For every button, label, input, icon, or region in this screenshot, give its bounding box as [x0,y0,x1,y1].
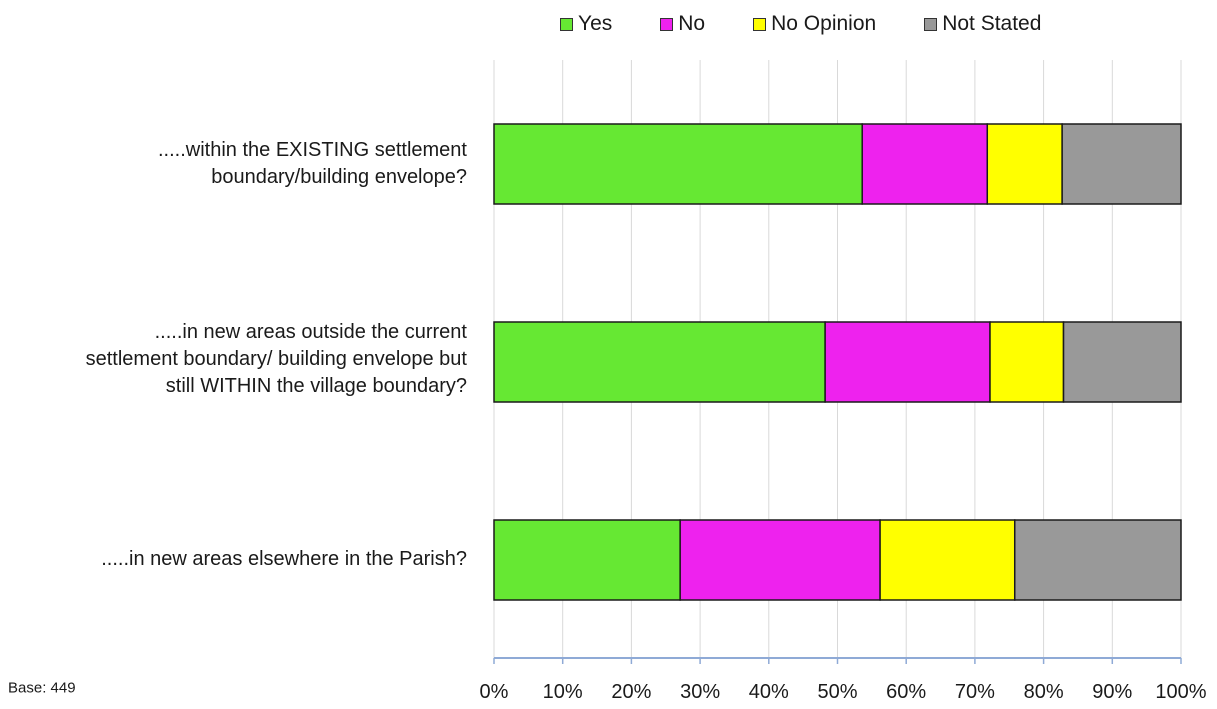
x-tick-label: 50% [817,681,857,703]
legend-swatch-not-stated [924,17,938,31]
x-tick-label: 0% [480,681,509,703]
x-tick-label: 40% [749,681,789,703]
x-tick-label: 20% [611,681,651,703]
x-tick-label: 70% [955,681,995,703]
bar-segment-yes [493,321,826,403]
legend: Yes No No Opinion Not Stated [560,12,1041,36]
bar-segment-no-opinion [989,321,1065,403]
bar-segment-not-stated [1013,519,1182,601]
legend-item-not-stated: Not Stated [924,12,1041,36]
bar-segment-yes [493,519,681,601]
x-tick-label: 80% [1024,681,1064,703]
bar-segment-no-opinion [986,123,1063,205]
legend-label-no-opinion: No Opinion [771,12,877,35]
bar-segment-no [679,519,881,601]
category-label-new-areas-within-village: .....in new areas outside the current se… [85,321,467,397]
legend-swatch-no [660,17,674,31]
legend-label-yes: Yes [578,12,613,35]
x-tick-label: 90% [1092,681,1132,703]
legend-item-no: No [660,12,705,36]
x-tick-label: 100% [1155,681,1206,703]
legend-item-yes: Yes [560,12,612,36]
bar-segment-not-stated [1062,321,1182,403]
x-axis: 0% 10% 20% 30% 40% 50% 60% 70% 80% 90% 100% [480,657,1207,703]
bar-segment-not-stated [1061,123,1182,205]
x-tick-label: 30% [680,681,720,703]
bar-segment-yes [493,123,863,205]
category-label-elsewhere-in-parish: .....in new areas elsewhere in the Paris… [101,548,467,570]
bar-segment-no [861,123,989,205]
legend-item-no-opinion: No Opinion [753,12,876,36]
x-tick-label: 60% [886,681,926,703]
bars [493,123,1182,601]
legend-label-no: No [678,12,706,35]
category-label-existing-boundary: .....within the EXISTING settlement boun… [157,139,467,188]
x-tick-label: 10% [543,681,583,703]
legend-swatch-yes [560,17,573,31]
legend-swatch-no-opinion [753,17,767,31]
base-note: Base: 449 [8,679,76,697]
bar-segment-no-opinion [879,519,1016,601]
legend-label-not-stated: Not Stated [942,12,1042,35]
bar-segment-no [824,321,991,403]
